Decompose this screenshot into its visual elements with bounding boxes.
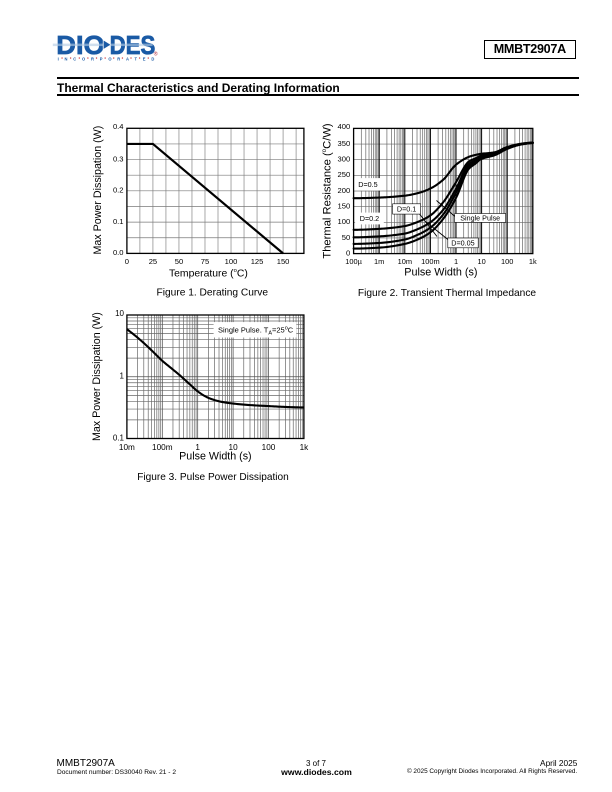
svg-text:0.2: 0.2: [113, 186, 124, 195]
svg-text:Max Power Dissipation (W): Max Power Dissipation (W): [92, 126, 104, 255]
svg-text:10: 10: [477, 257, 485, 266]
svg-text:INCORPORATED: INCORPORATED: [58, 57, 161, 62]
svg-text:1k: 1k: [529, 257, 537, 266]
svg-text:D=0.1: D=0.1: [397, 205, 416, 214]
svg-text:250: 250: [338, 170, 351, 179]
svg-text:Single Pulse: Single Pulse: [460, 214, 500, 223]
svg-text:Figure 2. Transient Thermal Im: Figure 2. Transient Thermal Impedance: [358, 288, 537, 299]
svg-text:1: 1: [454, 257, 458, 266]
svg-text:10: 10: [229, 443, 239, 452]
svg-text:100: 100: [262, 443, 276, 452]
svg-text:0.3: 0.3: [113, 154, 124, 163]
svg-text:D=0.05: D=0.05: [451, 239, 474, 248]
svg-text:Figure 3. Pulse Power Dissipat: Figure 3. Pulse Power Dissipation: [137, 472, 288, 483]
svg-text:Pulse Width (s): Pulse Width (s): [179, 450, 251, 462]
svg-text:D=0.2: D=0.2: [360, 214, 379, 223]
svg-text:®: ®: [154, 51, 158, 58]
svg-text:Thermal Resistance (oC/W): Thermal Resistance (oC/W): [321, 123, 333, 259]
svg-text:0: 0: [346, 248, 350, 257]
svg-text:100: 100: [225, 257, 238, 266]
svg-text:300: 300: [338, 155, 351, 164]
svg-text:0.1: 0.1: [113, 433, 125, 442]
svg-text:0.1: 0.1: [113, 217, 124, 226]
svg-text:100: 100: [501, 257, 513, 266]
svg-text:10m: 10m: [119, 443, 135, 452]
svg-text:0.0: 0.0: [113, 248, 124, 257]
svg-text:D=0.5: D=0.5: [358, 180, 377, 189]
svg-text:1m: 1m: [374, 257, 384, 266]
svg-text:400: 400: [338, 122, 351, 131]
svg-text:10m: 10m: [398, 257, 412, 266]
svg-text:150: 150: [277, 257, 290, 266]
svg-text:100: 100: [338, 217, 351, 226]
svg-text:1: 1: [195, 443, 200, 452]
svg-text:10: 10: [115, 309, 124, 318]
svg-text:Single Pulse. TA=25oC: Single Pulse. TA=25oC: [218, 325, 294, 336]
svg-text:1k: 1k: [300, 443, 310, 452]
svg-text:200: 200: [338, 186, 351, 195]
svg-text:100µ: 100µ: [345, 257, 362, 266]
svg-text:75: 75: [201, 257, 209, 266]
svg-text:100m: 100m: [152, 443, 173, 452]
svg-text:100m: 100m: [421, 257, 440, 266]
svg-text:0: 0: [125, 257, 129, 266]
svg-text:0.4: 0.4: [113, 122, 124, 131]
svg-text:125: 125: [251, 257, 264, 266]
svg-text:350: 350: [338, 139, 351, 148]
svg-text:Pulse Width (s): Pulse Width (s): [404, 267, 477, 279]
svg-text:1: 1: [120, 372, 125, 381]
svg-text:25: 25: [149, 257, 157, 266]
svg-text:50: 50: [342, 233, 350, 242]
svg-text:50: 50: [175, 257, 183, 266]
svg-text:Figure 1. Derating Curve: Figure 1. Derating Curve: [157, 287, 269, 298]
svg-text:Temperature (oC): Temperature (oC): [169, 268, 248, 279]
svg-text:Max Power Dissipation (W): Max Power Dissipation (W): [91, 312, 103, 441]
svg-text:150: 150: [338, 201, 351, 210]
